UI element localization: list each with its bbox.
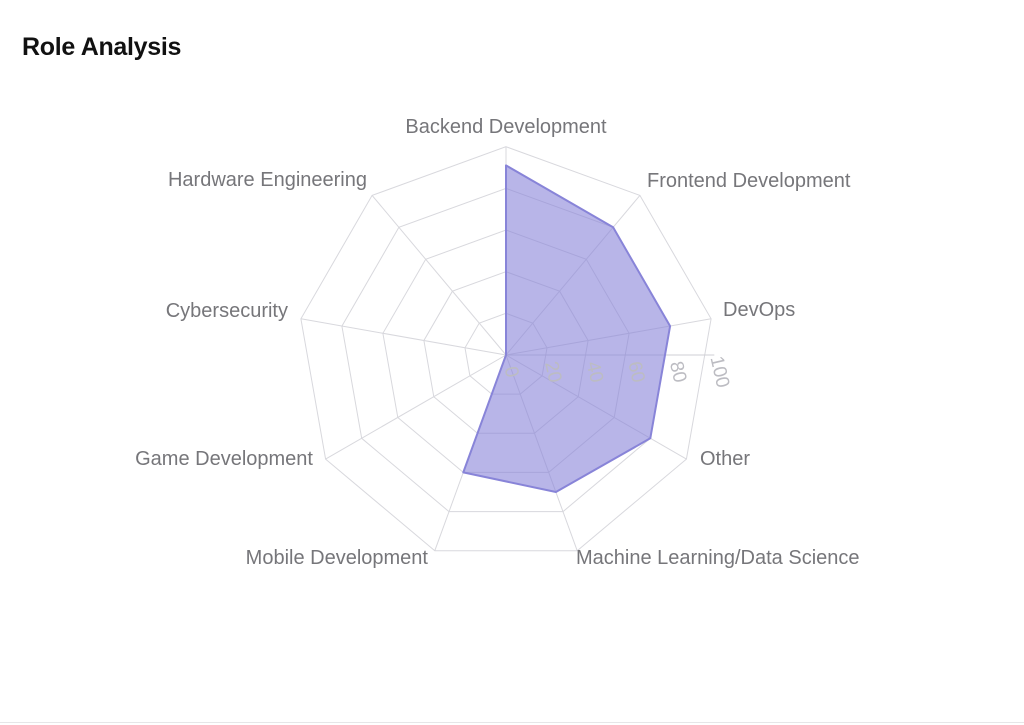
- category-label: Frontend Development: [647, 170, 851, 192]
- radial-tick-label: 60: [623, 359, 648, 384]
- radial-tick-label: 0: [500, 364, 523, 379]
- radial-tick-label: 20: [540, 359, 565, 384]
- category-label: Machine Learning/Data Science: [576, 547, 860, 569]
- category-label: Backend Development: [405, 116, 607, 138]
- category-label: Mobile Development: [246, 547, 429, 569]
- category-label: Other: [700, 448, 750, 470]
- bottom-divider: [0, 722, 1024, 723]
- grid-spoke: [325, 354, 507, 460]
- radial-tick-label: 40: [582, 359, 607, 384]
- grid-spoke: [300, 318, 507, 356]
- radial-tick-label: 100: [706, 354, 734, 390]
- grid-spoke: [371, 195, 507, 356]
- radial-tick-label: 80: [665, 359, 690, 384]
- category-label: Game Development: [135, 448, 313, 470]
- page-title: Role Analysis: [22, 33, 182, 61]
- category-label: DevOps: [723, 299, 795, 321]
- data-polygon: [462, 164, 672, 493]
- category-label: Hardware Engineering: [168, 169, 367, 191]
- category-label: Cybersecurity: [166, 300, 288, 322]
- grid-ring: [300, 146, 712, 552]
